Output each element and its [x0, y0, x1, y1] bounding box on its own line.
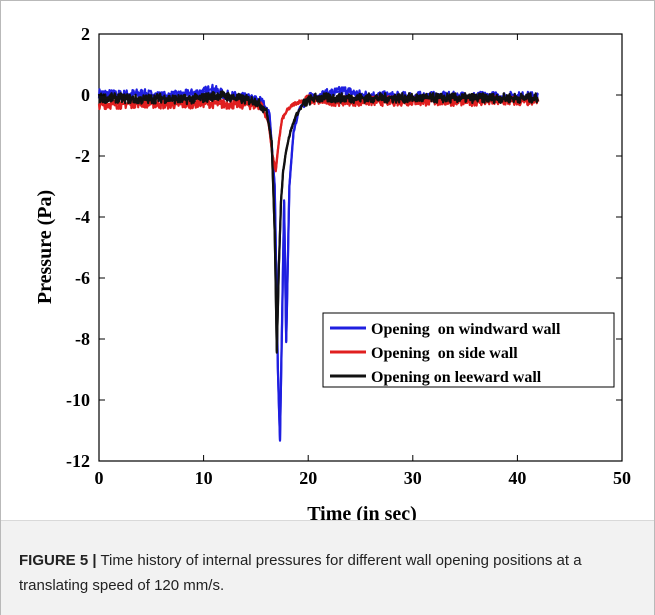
legend: Opening on windward wall Opening on side …	[322, 312, 615, 388]
series-layer	[97, 83, 540, 442]
x-tick-label: 20	[299, 468, 317, 488]
legend-box	[322, 312, 615, 388]
x-axis-label: Time (in sec)	[307, 503, 417, 525]
y-tick-label: 0	[81, 85, 90, 105]
series-line-2	[97, 90, 539, 354]
y-tick-label: -8	[75, 329, 90, 349]
x-tick-label: 0	[95, 468, 104, 488]
x-tick-label: 40	[508, 468, 526, 488]
y-tick-label: -12	[66, 451, 90, 471]
y-tick-label: -10	[66, 390, 90, 410]
legend-label-0: Opening on windward wall	[371, 321, 561, 338]
y-axis-label: Pressure (Pa)	[34, 190, 56, 304]
legend-items: Opening on windward wall Opening on side …	[330, 321, 561, 386]
x-tick-label: 50	[613, 468, 631, 488]
x-tick-label: 30	[404, 468, 422, 488]
y-tick-label: -4	[75, 207, 90, 227]
series-peak-line-2	[99, 93, 539, 353]
figure-label: FIGURE 5 |	[19, 552, 97, 569]
caption-box	[1, 520, 654, 615]
legend-label-1: Opening on side wall	[371, 345, 518, 362]
y-tick-label: -2	[75, 146, 90, 166]
y-tick-label: 2	[81, 24, 90, 44]
y-tick-label: -6	[75, 268, 90, 288]
caption-text: Time history of internal pressures for d…	[19, 552, 582, 594]
x-tick-label: 10	[195, 468, 213, 488]
legend-label-2: Opening on leeward wall	[371, 369, 542, 386]
figure-caption: FIGURE 5 | Time history of internal pres…	[19, 548, 619, 598]
